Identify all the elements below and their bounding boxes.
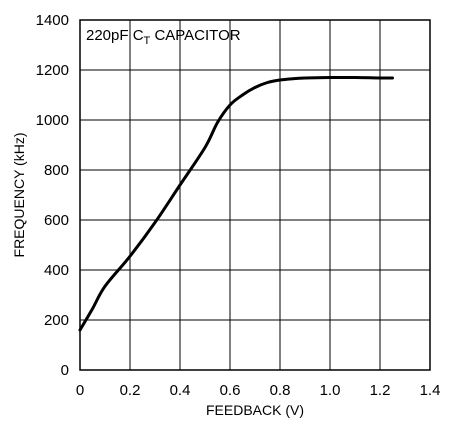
x-tick-labels: 0 0.2 0.4 0.6 0.8 1.0 1.2 1.4 [76,382,441,399]
plot-frame [79,19,431,371]
annotation-rest: CAPACITOR [150,27,240,44]
y-tick-labels: 0 200 400 600 800 1000 1200 1400 [36,12,69,379]
x-tick-label: 0.2 [120,382,141,399]
x-tick-label: 0 [76,382,84,399]
y-tick-label: 0 [61,362,69,379]
x-tick-label: 1.4 [420,382,441,399]
annotation-subscript: T [144,35,151,47]
annotation-main: 220pF C [86,27,144,44]
capacitor-annotation: 220pF CT CAPACITOR [86,27,241,47]
series [78,75,394,332]
grid [80,20,430,370]
x-tick-label: 0.6 [220,382,241,399]
x-tick-label: 1.2 [370,382,391,399]
x-tick-label: 1.0 [320,382,341,399]
x-tick-label: 0.8 [270,382,291,399]
y-tick-label: 800 [44,162,69,179]
x-tick-label: 0.4 [170,382,191,399]
frequency-curve [78,75,394,332]
y-tick-label: 600 [44,212,69,229]
y-tick-label: 400 [44,262,69,279]
y-axis-title: FREQUENCY (kHz) [11,133,27,258]
y-tick-label: 1400 [36,12,69,29]
y-tick-label: 200 [44,312,69,329]
x-axis-title: FEEDBACK (V) [206,402,304,418]
y-tick-label: 1000 [36,112,69,129]
y-tick-label: 1200 [36,62,69,79]
